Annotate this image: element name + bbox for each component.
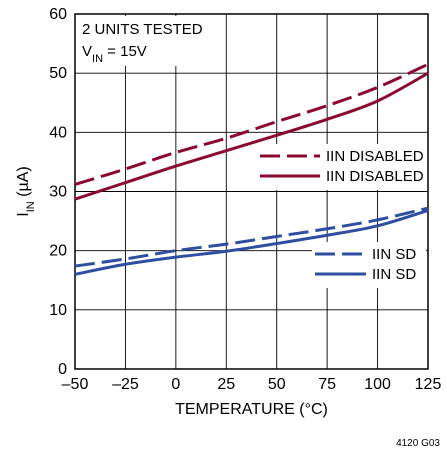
annotation-background [77, 16, 223, 66]
annotation-vin: VIN = 15V [82, 43, 147, 65]
y-tick-label: 20 [49, 243, 67, 260]
y-tick-label: 60 [49, 6, 67, 23]
x-tick-label: 125 [415, 376, 442, 393]
y-axis-title-unit: (µA) [15, 166, 32, 201]
x-tick-label: 75 [318, 376, 336, 393]
y-tick-label: 40 [49, 124, 67, 141]
legend-sd: IIN SD IIN SD [312, 242, 426, 288]
series-line-1 [74, 62, 429, 186]
series-line-2 [74, 71, 429, 201]
x-tick-label: 0 [171, 376, 180, 393]
x-tick-label: 50 [268, 376, 286, 393]
legend-label: IIN DISABLED [326, 148, 424, 165]
y-tick-label: 30 [49, 184, 67, 201]
series-line-3 [74, 206, 429, 268]
x-tick-label: –50 [62, 376, 89, 393]
series-line-4 [74, 208, 429, 276]
annotation-units-tested: 2 UNITS TESTED [82, 21, 203, 38]
legend-label: IIN SD [372, 246, 416, 263]
legend-label: IIN DISABLED [326, 168, 424, 185]
annotation-vin-sub: IN [92, 53, 103, 65]
grid [74, 13, 429, 370]
tick-labels: –50 –25 0 25 50 75 100 125 0 10 20 30 40 50 60 [49, 6, 441, 393]
y-tick-label: 50 [49, 65, 67, 82]
y-tick-label: 0 [58, 361, 67, 378]
series-lines [74, 62, 429, 276]
y-axis-title: IIN (µA) [15, 166, 37, 216]
figure-id: 4120 G03 [396, 438, 440, 449]
legend-label: IIN SD [372, 266, 416, 283]
x-axis-title: TEMPERATURE (°C) [175, 401, 328, 418]
annotation-box: 2 UNITS TESTED VIN = 15V [77, 16, 223, 66]
y-axis-title-main: I [15, 212, 32, 216]
x-tick-label: 25 [217, 376, 235, 393]
legend-background [312, 242, 426, 288]
x-tick-label: –25 [112, 376, 139, 393]
y-axis-title-sub: IN [25, 201, 37, 212]
legend-disabled: IIN DISABLED IIN DISABLED [255, 144, 426, 190]
x-tick-label: 100 [364, 376, 391, 393]
annotation-vin-main: V [82, 43, 92, 60]
plot-frame [74, 13, 429, 370]
annotation-vin-rest: = 15V [103, 43, 147, 60]
y-tick-label: 10 [49, 302, 67, 319]
legend-background [255, 144, 426, 190]
